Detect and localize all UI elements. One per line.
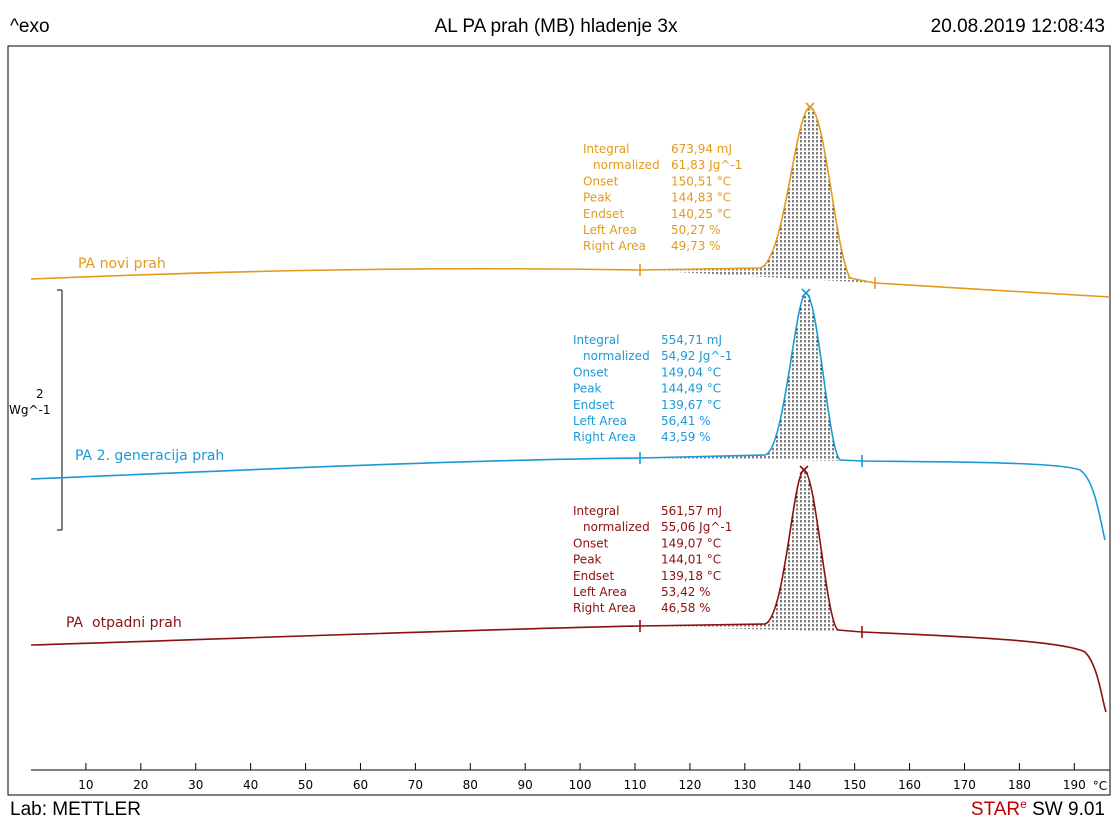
x-tick-label: 180 — [1008, 778, 1031, 792]
result-label: Left Area — [573, 585, 627, 599]
result-value: 61,83 Jg^-1 — [671, 158, 742, 172]
result-label: Peak — [573, 553, 602, 567]
x-unit: °C — [1093, 779, 1107, 793]
date: 20.08.2019 12:08:43 — [931, 16, 1105, 37]
result-value: 149,04 °C — [661, 365, 721, 379]
x-tick-label: 110 — [624, 778, 647, 792]
result-label: Left Area — [583, 223, 637, 237]
result-value: 150,51 °C — [671, 174, 731, 188]
result-value: 46,58 % — [661, 601, 711, 615]
scale-value: 2 — [36, 387, 44, 401]
x-tick-label: 130 — [733, 778, 756, 792]
result-label: Peak — [583, 191, 612, 205]
curve-2 — [30, 288, 1106, 541]
result-label: Right Area — [583, 239, 646, 253]
result-value: 49,73 % — [671, 239, 721, 253]
x-tick-label: 10 — [78, 778, 93, 792]
result-value: 140,25 °C — [671, 207, 731, 221]
result-value: 56,41 % — [661, 414, 711, 428]
result-value: 53,42 % — [661, 585, 711, 599]
curve-name: PA novi prah — [78, 256, 166, 272]
result-label: Right Area — [573, 430, 636, 444]
x-tick-label: 20 — [133, 778, 148, 792]
result-value: 554,71 mJ — [661, 333, 722, 347]
result-label: Endset — [573, 569, 614, 583]
result-label: Left Area — [573, 414, 627, 428]
scale-unit: Wg^-1 — [9, 403, 51, 417]
x-tick-label: 50 — [298, 778, 313, 792]
x-tick-label: 120 — [678, 778, 701, 792]
x-tick-label: 100 — [569, 778, 592, 792]
x-tick-label: 80 — [463, 778, 478, 792]
result-label: Endset — [573, 398, 614, 412]
result-value: 144,83 °C — [671, 191, 731, 205]
result-value: 144,01 °C — [661, 553, 721, 567]
result-value: 50,27 % — [671, 223, 721, 237]
curve-1 — [30, 102, 1111, 298]
curve-3 — [30, 465, 1107, 713]
curve-name: PA otpadni prah — [66, 615, 182, 631]
software: STARe SW 9.01 — [971, 797, 1105, 820]
x-tick-label: 70 — [408, 778, 423, 792]
result-label: Peak — [573, 382, 602, 396]
title: AL PA prah (MB) hladenje 3x — [435, 16, 678, 37]
star-e: e — [1020, 797, 1027, 811]
star: STAR — [971, 799, 1020, 820]
result-label: normalized — [593, 158, 660, 172]
result-value: 673,94 mJ — [671, 142, 732, 156]
plot-frame — [7, 45, 1111, 796]
scale-bar — [57, 289, 63, 531]
result-label: normalized — [583, 349, 650, 363]
result-label: Integral — [573, 504, 619, 518]
result-label: Right Area — [573, 601, 636, 615]
x-tick-label: 150 — [843, 778, 866, 792]
result-label: Onset — [583, 174, 619, 188]
lab: Lab: METTLER — [10, 799, 141, 820]
result-value: 139,18 °C — [661, 569, 721, 583]
result-value: 149,07 °C — [661, 536, 721, 550]
result-label: Endset — [583, 207, 624, 221]
version: SW 9.01 — [1027, 799, 1105, 820]
x-tick-label: 40 — [243, 778, 258, 792]
result-label: normalized — [583, 520, 650, 534]
x-tick-label: 170 — [953, 778, 976, 792]
result-label: Onset — [573, 365, 609, 379]
x-tick-label: 140 — [788, 778, 811, 792]
curve-name: PA 2. generacija prah — [75, 448, 224, 464]
result-label: Integral — [583, 142, 629, 156]
x-tick-label: 90 — [518, 778, 533, 792]
x-tick-label: 30 — [188, 778, 203, 792]
x-tick-label: 160 — [898, 778, 921, 792]
exo-label: ^exo — [10, 16, 50, 37]
result-value: 144,49 °C — [661, 382, 721, 396]
result-value: 54,92 Jg^-1 — [661, 349, 732, 363]
result-value: 55,06 Jg^-1 — [661, 520, 732, 534]
result-value: 43,59 % — [661, 430, 711, 444]
result-label: Onset — [573, 536, 609, 550]
result-label: Integral — [573, 333, 619, 347]
x-tick-label: 60 — [353, 778, 368, 792]
result-value: 139,67 °C — [661, 398, 721, 412]
result-value: 561,57 mJ — [661, 504, 722, 518]
x-tick-label: 190 — [1063, 778, 1086, 792]
